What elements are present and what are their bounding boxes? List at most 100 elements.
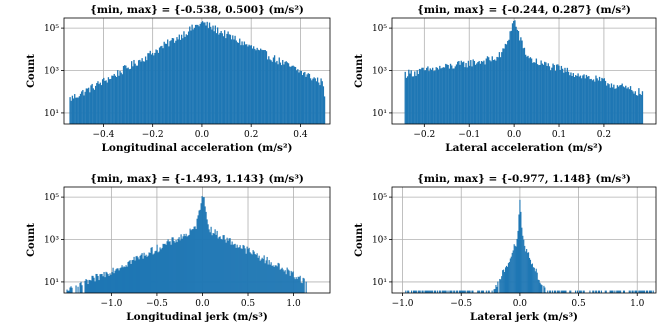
histogram-bar: [301, 75, 304, 124]
histogram-bar: [621, 83, 623, 124]
histogram-bar: [550, 290, 552, 293]
histogram-bar: [543, 285, 545, 293]
histogram-bar: [207, 224, 209, 293]
histogram-bar: [299, 275, 301, 293]
histogram-bar: [482, 61, 484, 124]
histogram-bar: [93, 277, 95, 293]
histogram-bar: [631, 90, 633, 124]
histogram-bar: [454, 290, 456, 293]
histogram-bar: [274, 265, 276, 293]
histogram-bar: [511, 23, 514, 124]
histogram-bar: [257, 257, 259, 293]
histogram-bar: [244, 248, 246, 293]
histogram-bar: [118, 270, 120, 293]
histogram-bar: [266, 256, 268, 293]
histogram-bar: [244, 44, 247, 124]
histogram-bar: [167, 239, 169, 293]
histogram-bar: [480, 61, 483, 124]
histogram-bar: [617, 290, 619, 293]
histogram-bar: [74, 94, 76, 124]
histogram-bar: [273, 266, 275, 293]
histogram-bar: [600, 290, 602, 293]
histogram-bar: [184, 36, 186, 124]
histogram-bar: [503, 269, 505, 293]
histogram-bar: [140, 61, 142, 124]
histogram-bar: [159, 247, 161, 293]
histogram-bar: [203, 197, 205, 293]
chart-title: {min, max} = {-1.493, 1.143} (m/s³): [90, 173, 304, 185]
histogram-bar: [139, 255, 141, 293]
histogram-bar: [485, 290, 487, 293]
histogram-bar: [233, 39, 235, 124]
histogram-bar: [594, 81, 596, 124]
histogram-bar: [623, 87, 626, 124]
histogram-bar: [161, 247, 163, 293]
histogram-bar: [553, 290, 556, 293]
histogram-bar: [179, 240, 181, 293]
histogram-bar: [498, 52, 501, 124]
histogram-bar: [225, 242, 227, 293]
histogram-bar: [322, 86, 325, 124]
histogram-bar: [409, 73, 411, 124]
histogram-bar: [86, 279, 88, 293]
histogram-bar: [648, 290, 650, 293]
histogram-bar: [278, 263, 280, 293]
y-tick-label: 10³: [44, 67, 59, 77]
histogram-bar: [454, 66, 456, 124]
histogram-bar: [571, 75, 573, 124]
y-tick-label: 10¹: [372, 278, 387, 288]
histogram-bar: [443, 67, 446, 124]
histogram-bar: [300, 282, 302, 293]
histogram-bar: [117, 268, 119, 293]
histogram-bar: [473, 60, 476, 124]
histogram-bar: [104, 277, 106, 293]
histogram-bar: [269, 264, 271, 293]
histogram-bar: [447, 65, 449, 124]
histogram-bar: [297, 276, 299, 293]
histogram-bar: [306, 74, 308, 124]
histogram-bar: [182, 236, 184, 293]
histogram-bar: [537, 279, 539, 293]
histogram-bar: [235, 247, 237, 293]
histogram-bar: [243, 41, 246, 124]
histogram-bar: [586, 76, 589, 124]
histogram-bar: [296, 279, 298, 293]
histogram-bar: [215, 234, 217, 293]
histogram-bar: [466, 290, 468, 293]
histogram-bar: [460, 60, 462, 124]
histogram-bar: [477, 62, 479, 124]
histogram-bar: [133, 59, 135, 124]
histogram-bar: [241, 41, 243, 124]
histogram-bar: [228, 238, 230, 293]
histogram-bar: [150, 54, 153, 125]
histogram-bar: [590, 78, 592, 124]
histogram-bar: [197, 24, 199, 125]
x-tick-label: 1.0: [630, 299, 645, 309]
histogram-bar: [628, 290, 630, 293]
histogram-bar: [181, 238, 183, 293]
histogram-bar: [169, 41, 171, 124]
histogram-bar: [545, 62, 547, 124]
histogram-bar: [622, 290, 625, 293]
histogram-bar: [224, 239, 226, 293]
histogram-bar: [527, 252, 529, 293]
histogram-bar: [517, 230, 519, 293]
histogram-bar: [646, 290, 649, 293]
histogram-bar: [142, 258, 144, 293]
histogram-bar: [189, 228, 191, 293]
y-tick-label: 10¹: [44, 109, 59, 119]
histogram-bar: [443, 290, 445, 293]
histogram-bar: [558, 65, 560, 124]
histogram-bar: [217, 27, 219, 124]
histogram-bar: [195, 229, 197, 293]
histogram-bar: [285, 61, 287, 124]
histogram-bar: [183, 31, 185, 125]
histogram-bar: [249, 252, 251, 293]
histogram-bar: [501, 276, 503, 293]
histogram-bar: [222, 235, 224, 293]
histogram-bar: [102, 276, 104, 293]
histogram-bar: [209, 232, 211, 293]
histogram-bar: [131, 61, 133, 124]
histogram-bar: [426, 67, 428, 124]
histogram-bar: [517, 31, 520, 125]
